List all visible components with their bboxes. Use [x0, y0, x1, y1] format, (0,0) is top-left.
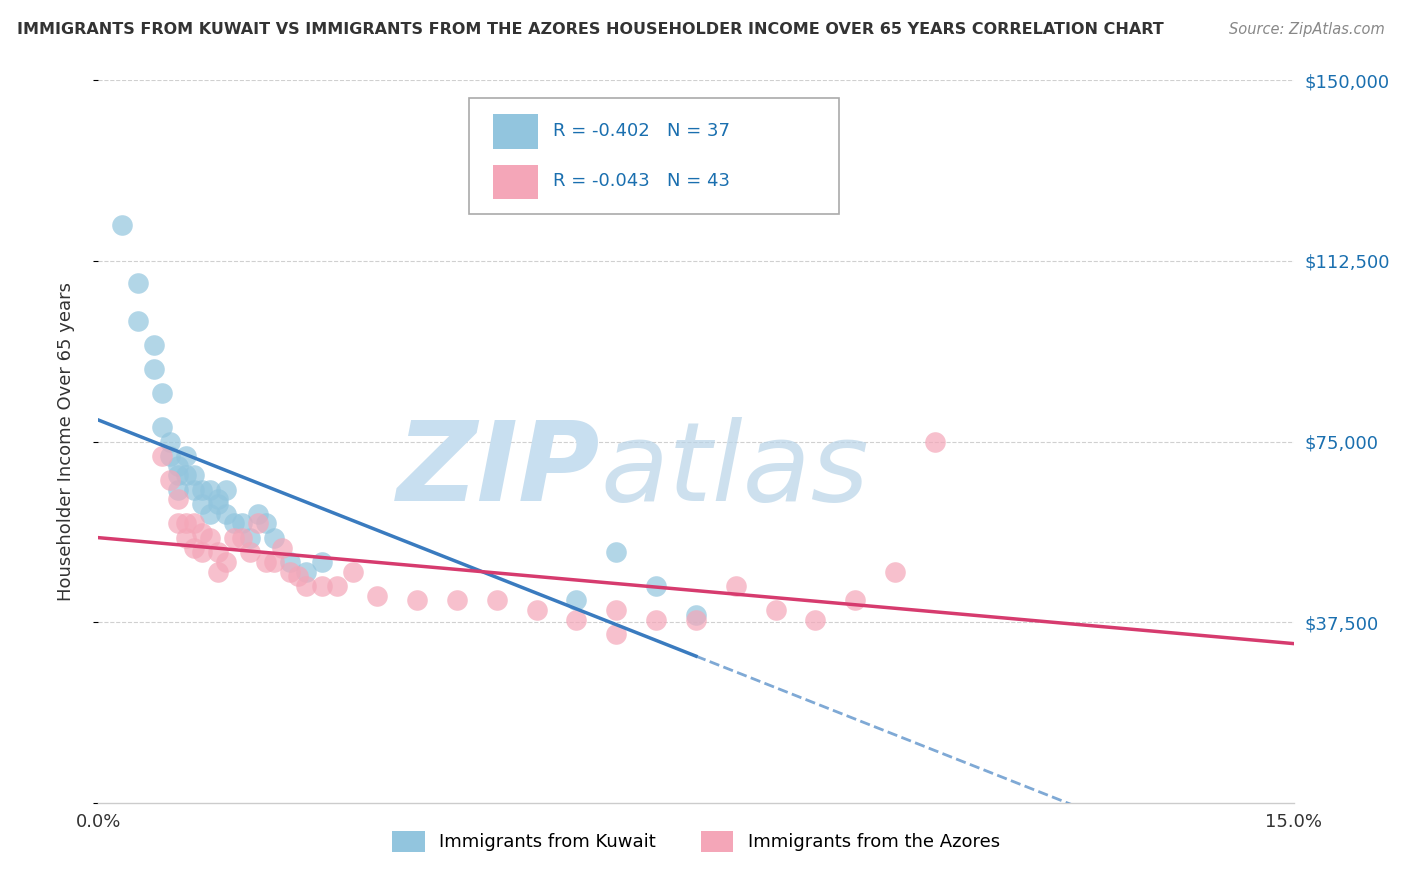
Y-axis label: Householder Income Over 65 years: Householder Income Over 65 years: [56, 282, 75, 601]
Point: [198, 507, 221, 521]
Text: IMMIGRANTS FROM KUWAIT VS IMMIGRANTS FROM THE AZORES HOUSEHOLDER INCOME OVER 65 : IMMIGRANTS FROM KUWAIT VS IMMIGRANTS FRO…: [17, 22, 1164, 37]
Point: [191, 545, 214, 559]
Point: [565, 593, 588, 607]
Point: [159, 434, 181, 449]
Point: [366, 589, 388, 603]
Point: [263, 555, 285, 569]
Text: Source: ZipAtlas.com: Source: ZipAtlas.com: [1229, 22, 1385, 37]
Point: [254, 516, 277, 531]
Point: [159, 473, 181, 487]
Point: [127, 314, 149, 328]
Point: [183, 483, 205, 497]
Text: R = -0.043   N = 43: R = -0.043 N = 43: [553, 172, 730, 190]
Point: [167, 483, 190, 497]
Point: [685, 613, 707, 627]
Point: [239, 545, 262, 559]
Point: [198, 531, 221, 545]
Point: [406, 593, 429, 607]
Point: [167, 516, 190, 531]
Point: [167, 492, 190, 507]
Point: [645, 579, 668, 593]
Point: [263, 531, 285, 545]
Point: [231, 531, 253, 545]
Point: [174, 531, 197, 545]
Point: [294, 565, 316, 579]
Point: [191, 526, 214, 541]
Point: [231, 516, 253, 531]
Point: [198, 483, 221, 497]
Point: [207, 545, 229, 559]
Point: [174, 468, 197, 483]
Point: [645, 613, 668, 627]
Point: [765, 603, 787, 617]
Point: [605, 545, 627, 559]
Point: [174, 516, 197, 531]
Legend: Immigrants from Kuwait, Immigrants from the Azores: Immigrants from Kuwait, Immigrants from …: [385, 823, 1007, 859]
Point: [844, 593, 866, 607]
Point: [311, 579, 333, 593]
Point: [174, 449, 197, 463]
Point: [143, 338, 166, 352]
Point: [724, 579, 747, 593]
Point: [207, 565, 229, 579]
Point: [191, 483, 214, 497]
Point: [207, 497, 229, 511]
Point: [326, 579, 349, 593]
Point: [222, 531, 245, 545]
FancyBboxPatch shape: [470, 98, 839, 214]
Point: [183, 541, 205, 555]
Point: [183, 468, 205, 483]
Point: [150, 420, 173, 434]
Point: [605, 603, 627, 617]
Point: [150, 386, 173, 401]
Point: [311, 555, 333, 569]
Point: [342, 565, 364, 579]
Point: [565, 613, 588, 627]
Point: [111, 218, 134, 232]
Point: [159, 449, 181, 463]
Bar: [494, 114, 538, 149]
Point: [270, 541, 292, 555]
Point: [446, 593, 468, 607]
Point: [215, 507, 238, 521]
Point: [526, 603, 548, 617]
Bar: [494, 165, 538, 200]
Point: [278, 565, 301, 579]
Point: [254, 555, 277, 569]
Point: [246, 516, 269, 531]
Text: atlas: atlas: [600, 417, 869, 524]
Point: [246, 507, 269, 521]
Point: [884, 565, 907, 579]
Point: [287, 569, 309, 583]
Point: [167, 458, 190, 473]
Point: [685, 607, 707, 622]
Point: [183, 516, 205, 531]
Point: [222, 516, 245, 531]
Point: [127, 276, 149, 290]
Point: [605, 627, 627, 641]
Point: [804, 613, 827, 627]
Point: [294, 579, 316, 593]
Point: [150, 449, 173, 463]
Point: [485, 593, 508, 607]
Text: R = -0.402   N = 37: R = -0.402 N = 37: [553, 122, 730, 140]
Point: [143, 362, 166, 376]
Point: [191, 497, 214, 511]
Point: [924, 434, 946, 449]
Point: [167, 468, 190, 483]
Point: [207, 492, 229, 507]
Text: ZIP: ZIP: [396, 417, 600, 524]
Point: [239, 531, 262, 545]
Point: [215, 555, 238, 569]
Point: [215, 483, 238, 497]
Point: [278, 555, 301, 569]
